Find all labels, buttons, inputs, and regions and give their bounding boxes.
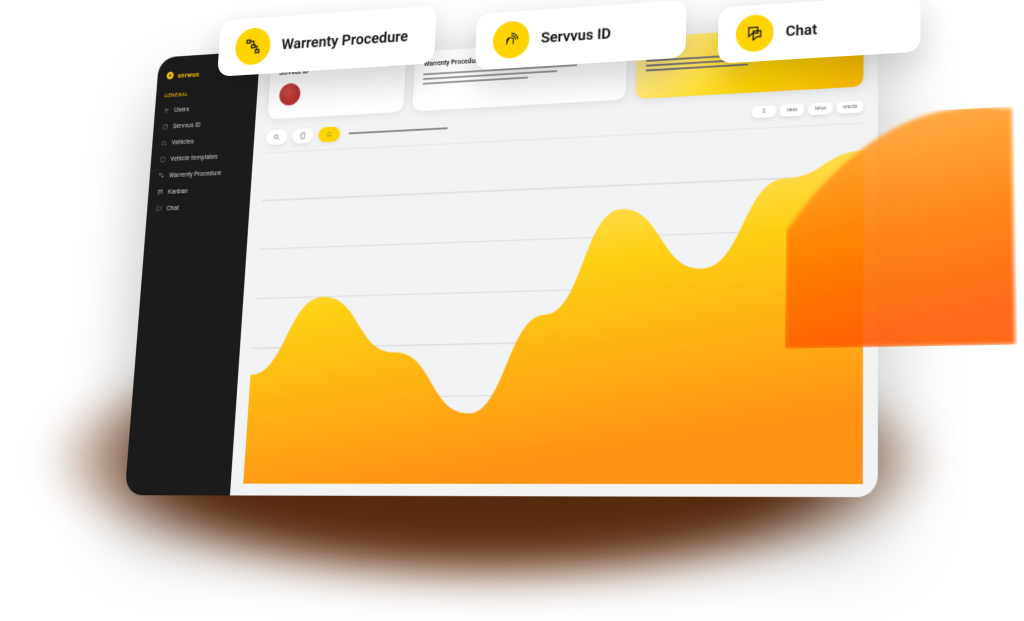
sidebar-item-chat[interactable]: Chat: [147, 197, 251, 218]
partner-chip[interactable]: oracle: [837, 100, 863, 113]
float-label: Chat: [786, 20, 818, 40]
sidebar-item-label: Vehicles: [171, 138, 194, 146]
brand-icon: [166, 71, 175, 80]
chat-icon: [155, 205, 162, 213]
brand-name: serwus: [177, 70, 199, 79]
device-icon: [299, 132, 306, 140]
area-chart: [243, 123, 863, 485]
filter-pill-3-active[interactable]: [318, 126, 340, 142]
sidebar-item-label: Kanban: [168, 187, 189, 195]
filter-pill-2[interactable]: [292, 128, 314, 144]
vehicles-icon: [325, 131, 333, 139]
sidebar-item-label: Users: [174, 106, 190, 114]
partner-chip[interactable]: telus: [808, 102, 833, 115]
sidebar-item-label: Warrenty Procedure: [169, 169, 222, 179]
fingerprint-icon: [492, 20, 530, 59]
avatar: [277, 81, 303, 108]
search-icon: [273, 133, 280, 141]
float-label: Warrenty Procedure: [281, 27, 409, 53]
templates-icon: [159, 156, 166, 164]
chat-icon: [736, 14, 774, 53]
main-area: Servvus ID Warrenty Procedure: [230, 10, 878, 497]
users-icon: [163, 107, 170, 115]
warranty-icon: [158, 172, 165, 180]
partner-chip[interactable]: Z: [752, 105, 776, 118]
filter-pill-1[interactable]: [266, 129, 288, 145]
id-icon: [162, 123, 169, 131]
flowchart-icon: [234, 27, 272, 66]
partner-chip[interactable]: ness: [780, 104, 804, 117]
dashboard: serwus GENERAL Users Servvus ID Vehicles…: [125, 10, 878, 497]
sidebar-item-label: Vehicle templates: [170, 153, 218, 163]
partner-chips: Z ness telus oracle: [752, 100, 863, 118]
search-placeholder-line: [349, 127, 448, 134]
card-title: Warrenty Procedure: [424, 57, 481, 68]
vehicles-icon: [160, 139, 167, 147]
chart-area: [243, 123, 863, 485]
sidebar-item-label: Chat: [166, 204, 179, 212]
sidebar-item-label: Servvus ID: [173, 121, 201, 130]
float-card-chat[interactable]: Chat: [718, 0, 921, 64]
kanban-icon: [157, 189, 164, 197]
float-label: Servvus ID: [541, 24, 612, 46]
